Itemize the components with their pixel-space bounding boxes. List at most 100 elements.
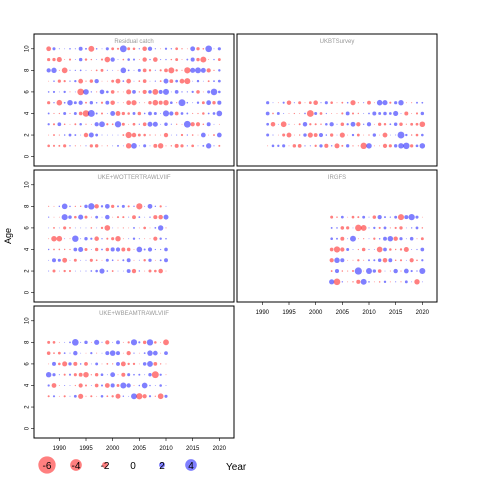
residual-bubble	[106, 80, 108, 82]
residual-bubble	[96, 352, 98, 354]
residual-bubble	[415, 226, 419, 230]
residual-bubble	[376, 246, 383, 253]
residual-bubble	[90, 237, 93, 240]
residual-bubble	[117, 102, 119, 104]
residual-bubble	[293, 102, 295, 104]
residual-bubble	[368, 216, 370, 218]
residual-bubble	[69, 238, 71, 240]
residual-bubble	[373, 237, 376, 240]
residual-bubble	[80, 270, 82, 272]
residual-bubble	[149, 134, 151, 136]
residual-bubble	[414, 279, 420, 285]
residual-bubble	[57, 79, 61, 83]
residual-bubble	[383, 111, 387, 116]
residual-bubble	[368, 238, 370, 240]
residual-bubble	[69, 48, 71, 50]
residual-bubble	[309, 145, 311, 147]
residual-bubble	[112, 363, 114, 365]
residual-bubble	[415, 144, 419, 148]
residual-bubble	[160, 48, 162, 50]
residual-bubble	[186, 112, 189, 115]
y-tick-label: 10	[25, 181, 31, 188]
residual-bubble	[74, 69, 76, 72]
residual-bubble	[141, 382, 148, 389]
residual-bubble	[52, 341, 56, 344]
residual-bubble	[330, 270, 333, 272]
residual-bubble	[355, 224, 362, 232]
residual-bubble	[152, 350, 158, 356]
residual-bubble	[69, 259, 71, 261]
residual-bubble	[95, 269, 98, 273]
residual-bubble	[58, 69, 60, 71]
residual-bubble	[368, 259, 370, 262]
residual-bubble	[421, 259, 424, 262]
residual-bubble	[58, 362, 61, 366]
residual-bubble	[69, 205, 71, 208]
residual-bubble	[196, 90, 200, 94]
residual-bubble	[388, 258, 393, 263]
residual-bubble	[68, 362, 72, 366]
residual-bubble	[419, 268, 426, 275]
residual-bubble	[63, 80, 66, 83]
residual-bubble	[400, 113, 402, 114]
residual-bubble	[132, 215, 136, 220]
residual-bubble	[176, 123, 178, 125]
residual-bubble	[80, 145, 82, 147]
residual-bubble	[57, 258, 61, 262]
residual-bubble	[90, 363, 92, 365]
residual-bubble	[340, 215, 344, 219]
residual-bubble	[122, 259, 125, 262]
residual-bubble	[307, 132, 313, 138]
residual-bubble	[47, 395, 50, 398]
residual-bubble	[138, 270, 141, 272]
residual-bubble	[373, 281, 375, 283]
residual-bubble	[84, 237, 88, 241]
residual-bubble	[137, 68, 141, 72]
residual-bubble	[330, 215, 334, 219]
residual-bubble	[101, 216, 103, 218]
residual-bubble	[47, 101, 51, 105]
residual-bubble	[74, 134, 77, 137]
residual-bubble	[132, 90, 136, 94]
residual-bubble	[106, 134, 108, 136]
residual-bubble	[127, 341, 130, 344]
residual-bubble	[63, 90, 66, 94]
residual-bubble	[384, 216, 386, 219]
residual-bubble	[282, 101, 285, 104]
residual-bubble	[159, 384, 162, 387]
residual-bubble	[137, 133, 141, 137]
residual-bubble	[110, 57, 115, 62]
residual-bubble	[133, 259, 135, 261]
residual-bubble	[89, 258, 93, 262]
residual-bubble	[112, 341, 114, 343]
residual-bubble	[47, 91, 50, 93]
residual-bubble	[73, 101, 77, 105]
residual-bubble	[99, 268, 105, 274]
residual-bubble	[95, 133, 99, 137]
residual-bubble	[206, 122, 211, 127]
residual-bubble	[111, 204, 115, 208]
y-tick-label: 10	[25, 317, 31, 324]
residual-bubble	[394, 226, 397, 229]
residual-bubble	[117, 134, 119, 136]
residual-bubble	[69, 352, 71, 354]
y-tick-label: 8	[25, 68, 31, 72]
residual-bubble	[218, 123, 220, 125]
residual-bubble	[58, 144, 61, 147]
residual-bubble	[122, 102, 124, 104]
residual-bubble	[336, 216, 338, 218]
residual-bubble	[48, 259, 50, 261]
residual-bubble	[347, 238, 349, 240]
residual-bubble	[115, 247, 121, 252]
residual-bubble	[138, 216, 141, 219]
residual-bubble	[68, 133, 72, 137]
residual-bubble	[154, 385, 156, 386]
residual-bubble	[96, 227, 98, 229]
residual-bubble	[128, 395, 130, 397]
residual-bubble	[52, 47, 56, 51]
residual-bubble	[195, 122, 201, 127]
residual-bubble	[80, 227, 82, 229]
y-tick-label: 0	[25, 290, 31, 294]
residual-bubble	[329, 133, 334, 137]
residual-bubble	[57, 351, 61, 355]
